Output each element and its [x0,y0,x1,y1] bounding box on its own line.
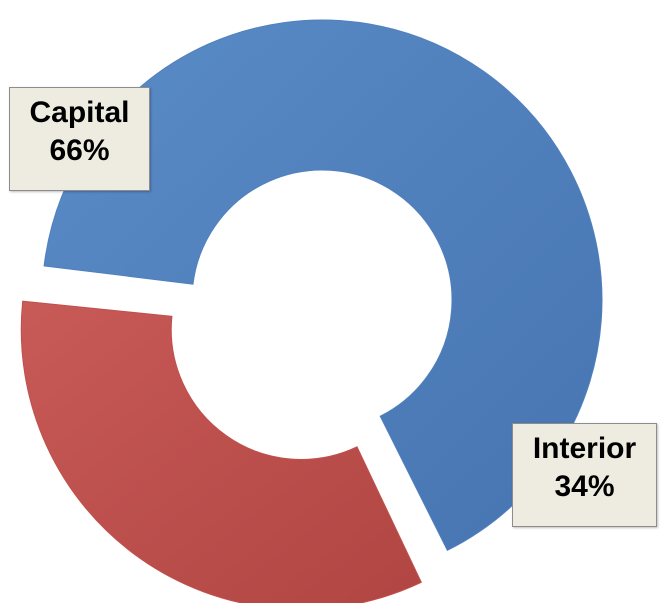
data-label-interior-name: Interior [532,432,637,465]
donut-slice-interior [20,300,423,608]
data-label-capital-name: Capital [29,96,130,129]
data-label-interior-value: 34% [554,470,615,503]
data-label-capital-value: 66% [49,134,110,167]
data-label-interior: Interior 34% [512,423,657,527]
data-label-capital: Capital 66% [9,87,150,191]
